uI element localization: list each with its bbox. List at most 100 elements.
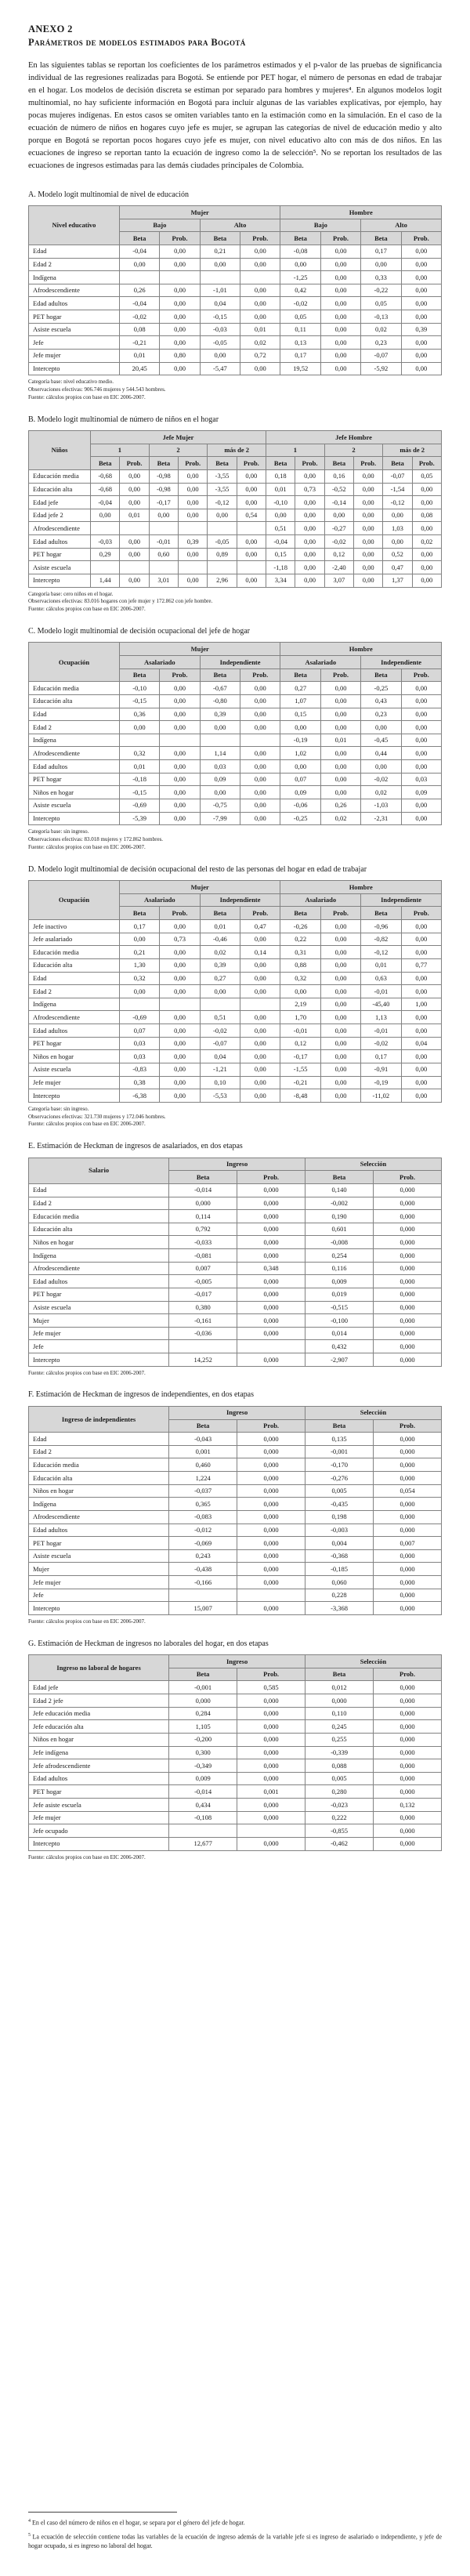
cell-value: 0,04	[400, 1036, 443, 1051]
cell-value: -0,349	[168, 1759, 238, 1773]
cell-value	[237, 1588, 306, 1603]
cell-value: 0,27	[280, 681, 321, 695]
cell-value: 0,47	[240, 919, 281, 933]
cell-value: -0,98	[148, 482, 179, 497]
cell-value: 0,43	[360, 694, 402, 708]
table-caption: A. Modelo logit multinomial de nivel de …	[28, 190, 189, 199]
cell-value: -0,069	[168, 1536, 238, 1550]
cell-value: 0,00	[295, 508, 325, 523]
cell-value: 1,44	[90, 573, 121, 588]
column-header: Prob.	[400, 906, 443, 920]
table-row: Niños en hogar -0,037 0,000 0,005 0,054	[27, 1484, 442, 1498]
footnote: 4 En el caso del número de niños en el h…	[28, 2518, 245, 2527]
cell-value: 2,96	[207, 573, 237, 588]
row-label: Jefe	[28, 335, 120, 350]
cell-value: 0,00	[400, 984, 443, 998]
cell-value: 0,00	[266, 508, 296, 523]
row-label: Niños en hogar	[27, 1235, 170, 1250]
table-row: Mujer -0,438 0,000 -0,185 0,000	[27, 1562, 442, 1577]
cell-value: -0,033	[168, 1235, 238, 1250]
cell-value: 0,47	[382, 560, 413, 574]
cell-value: 0,00	[400, 759, 443, 774]
cell-value: 0,00	[382, 534, 413, 549]
cell-value: -1,01	[199, 283, 241, 298]
intro-paragraph: En las siguientes tablas se reportan los…	[28, 61, 442, 170]
table-g-container: Ingreso no laboral de hogares Ingreso Sele…	[27, 1654, 442, 1851]
cell-value: -2,31	[360, 811, 402, 826]
row-label: Jefe inactivo	[28, 919, 120, 933]
cell-value: 0,05	[411, 469, 443, 484]
cell-value: 0,009	[168, 1771, 238, 1786]
row-label: Jefe mujer	[27, 1326, 170, 1341]
cell-value: 0,02	[360, 322, 402, 337]
cell-value: 0,00	[320, 348, 362, 363]
cell-value: -0,15	[118, 785, 161, 799]
cell-value: -0,17	[148, 495, 179, 509]
cell-value: 0,05	[360, 296, 402, 311]
table-row: Edad adultos 0,07 0,00 -0,02 0,00 -0,01 0,00 -0…	[28, 1024, 443, 1038]
cell-value: 0,000	[237, 1706, 306, 1721]
cell-value	[118, 997, 161, 1012]
cell-value: 0,000	[373, 1745, 442, 1760]
cell-value: 0,000	[237, 1536, 306, 1550]
table-caption: C. Modelo logit multinomial de decisión …	[28, 626, 250, 636]
row-label: Afrodescendiente	[27, 1509, 170, 1524]
cell-value: -1,18	[266, 560, 296, 574]
table-row: Indígena 0,365 0,000 -0,435 0,000	[27, 1497, 442, 1511]
cell-value: 1,07	[280, 694, 321, 708]
table-row: Asiste escuela -1,18 0,00 -2,40 0,00 0,47 0,00	[27, 560, 443, 574]
cell-value: -0,69	[118, 1010, 161, 1024]
cell-value: 0,73	[159, 932, 201, 947]
cell-value: 0,000	[373, 1694, 442, 1708]
table-note: Fuente: cálculos propios con base en EIC…	[28, 1121, 146, 1128]
cell-value: 0,00	[295, 469, 325, 484]
row-label: Intercepto	[28, 361, 120, 376]
cell-value: -45,40	[360, 997, 402, 1012]
row-label: Asiste escuela	[28, 322, 120, 337]
cell-value: 0,000	[168, 1196, 238, 1211]
table-row: Asiste escuela 0,380 0,000 -0,515 0,000	[27, 1300, 442, 1315]
table-caption: E. Estimación de Heckman de ingresos de …	[28, 1142, 243, 1151]
cell-value: 0,00	[236, 547, 267, 562]
cell-value: -0,07	[382, 469, 413, 484]
cell-value: 0,000	[373, 1471, 442, 1485]
table-row: Asiste escuela 0,08 0,00 -0,03 0,01 0,11 0,00 0…	[28, 322, 443, 337]
row-label: Edad	[28, 971, 120, 986]
table-note: Observaciones efectivas: 83.018 mujeres …	[28, 836, 164, 843]
cell-value	[236, 521, 267, 536]
cell-value: 0,140	[305, 1183, 374, 1197]
cell-value: -5,47	[199, 361, 241, 376]
cell-value: 0,000	[237, 1432, 306, 1446]
cell-value: 0,89	[207, 547, 237, 562]
cell-value: 0,460	[168, 1458, 238, 1473]
column-header: Prob.	[320, 906, 362, 920]
table-row: Indígena -0,19 0,01 -0,45 0,00	[28, 733, 443, 748]
cell-value: 0,00	[159, 746, 201, 761]
column-header-stub: Ocupación	[28, 642, 120, 683]
table-row: Edad jefe -0,04 0,00 -0,17 0,00 -0,12 0,00 -0,1…	[27, 495, 443, 509]
section-table-b: B. Modelo logit multinomial de número de…	[27, 415, 443, 614]
row-label: PET hogar	[28, 772, 120, 787]
cell-value: 0,60	[148, 547, 179, 562]
cell-value: 0,00	[320, 270, 362, 284]
table-row: Jefe afrodescendiente -0,349 0,000 0,088 0,0…	[27, 1759, 442, 1773]
cell-value: 0,77	[400, 958, 443, 973]
cell-value: 0,000	[373, 1588, 442, 1603]
table-row: PET hogar 0,29 0,00 0,60 0,00 0,89 0,00 0,15 0,0…	[27, 547, 443, 562]
column-subgroup-header: más de 2	[382, 443, 442, 458]
table-row: PET hogar -0,02 0,00 -0,15 0,00 0,05 0,00 -0,13…	[28, 310, 443, 324]
column-header: Prob.	[237, 1170, 306, 1184]
table-row: Edad adultos -0,03 0,00 -0,01 0,39 -0,05 0,00-…	[27, 534, 443, 549]
cell-value: -0,19	[280, 733, 321, 748]
cell-value: 1,02	[280, 746, 321, 761]
cell-value	[159, 997, 201, 1012]
cell-value: 0,03	[118, 1036, 161, 1051]
column-header: Beta	[118, 668, 161, 683]
cell-value: 0,348	[237, 1261, 306, 1276]
cell-value: -0,06	[280, 798, 321, 813]
cell-value: -0,68	[90, 482, 121, 497]
cell-value: 0,000	[373, 1719, 442, 1734]
cell-value: 0,00	[236, 573, 267, 588]
column-header: Prob.	[240, 906, 281, 920]
